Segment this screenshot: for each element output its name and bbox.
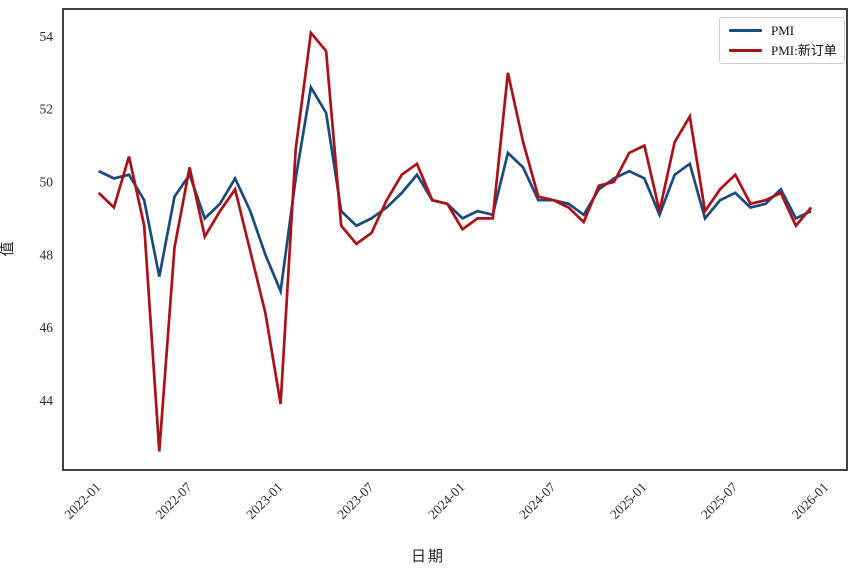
legend-item-pmi-new-orders: PMI:新订单 <box>729 43 837 58</box>
x-tick-label: 2023-07 <box>334 479 377 522</box>
legend-label-pmi: PMI <box>771 23 795 38</box>
y-tick-label: 46 <box>40 320 54 335</box>
x-tick-label: 2024-07 <box>516 479 559 522</box>
legend-item-pmi: PMI <box>729 24 836 37</box>
x-tick-label: 2025-07 <box>698 479 741 522</box>
series-line-pmi <box>98 83 812 297</box>
y-tick-label: 44 <box>40 393 54 408</box>
x-tick-label: 2022-01 <box>61 480 103 522</box>
x-tick-label: 2025-01 <box>607 480 649 522</box>
series-line-pmi-new-orders <box>97 29 813 452</box>
x-axis-label: 日期 <box>410 549 445 565</box>
x-tick-label: 2023-01 <box>243 480 285 522</box>
y-axis-label: 值 <box>0 239 16 257</box>
plot-border <box>62 8 848 471</box>
x-tick-label: 2024-01 <box>425 480 467 522</box>
y-tick-label: 48 <box>40 247 54 262</box>
y-tick-label: 50 <box>40 175 54 190</box>
x-tick-label: 2026-01 <box>789 480 831 522</box>
pmi-new-orders-line-swatch-icon <box>729 49 762 52</box>
legend: PMI PMI:新订单 <box>719 17 845 64</box>
pmi-line-swatch-icon <box>729 29 762 32</box>
y-tick-label: 54 <box>40 29 54 44</box>
legend-label-pmi-new-orders: PMI:新订单 <box>771 43 837 58</box>
y-tick-label: 52 <box>40 102 54 117</box>
x-tick-label: 2022-07 <box>152 479 195 522</box>
